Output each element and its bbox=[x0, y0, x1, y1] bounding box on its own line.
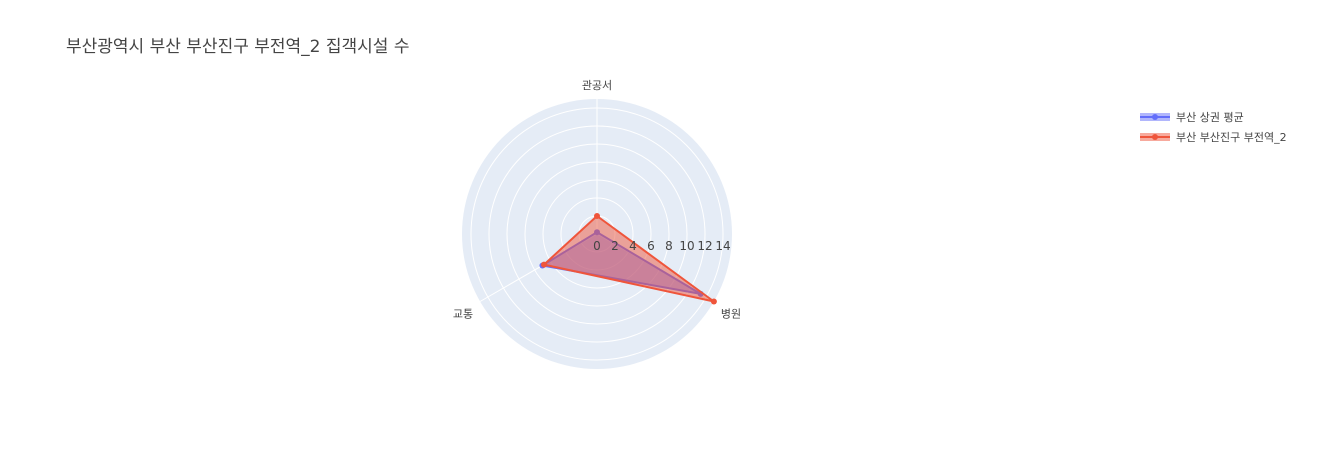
series-area bbox=[543, 215, 715, 303]
data-point[interactable] bbox=[710, 298, 717, 305]
series-layer bbox=[539, 213, 717, 305]
category-label: 교통 bbox=[453, 308, 473, 321]
category-label: 병원 bbox=[721, 308, 741, 321]
legend-item-series-0[interactable]: 부산 상권 평균 bbox=[1138, 107, 1287, 127]
legend-swatch bbox=[1138, 131, 1172, 143]
radial-tick-label: 0 bbox=[593, 239, 601, 253]
chart-title: 부산광역시 부산 부산진구 부전역_2 집객시설 수 bbox=[66, 37, 410, 57]
radial-tick-label: 8 bbox=[665, 239, 673, 253]
legend-label: 부산 부산진구 부전역_2 bbox=[1176, 131, 1287, 144]
radial-tick-label: 6 bbox=[647, 239, 655, 253]
data-point[interactable] bbox=[594, 213, 600, 219]
data-point[interactable] bbox=[540, 261, 547, 268]
legend-item-series-1[interactable]: 부산 부산진구 부전역_2 bbox=[1138, 127, 1287, 147]
radial-tick-label: 4 bbox=[629, 239, 637, 253]
radial-tick-label: 10 bbox=[679, 239, 694, 253]
radial-tick-label: 12 bbox=[697, 239, 712, 253]
legend-swatch bbox=[1138, 111, 1172, 123]
radial-tick-label: 14 bbox=[715, 239, 730, 253]
category-label: 관공서 bbox=[582, 79, 612, 92]
series-1 bbox=[540, 213, 717, 305]
radial-tick-label: 2 bbox=[611, 239, 619, 253]
legend: 부산 상권 평균 부산 부산진구 부전역_2 bbox=[1138, 107, 1287, 147]
legend-label: 부산 상권 평균 bbox=[1176, 111, 1244, 124]
